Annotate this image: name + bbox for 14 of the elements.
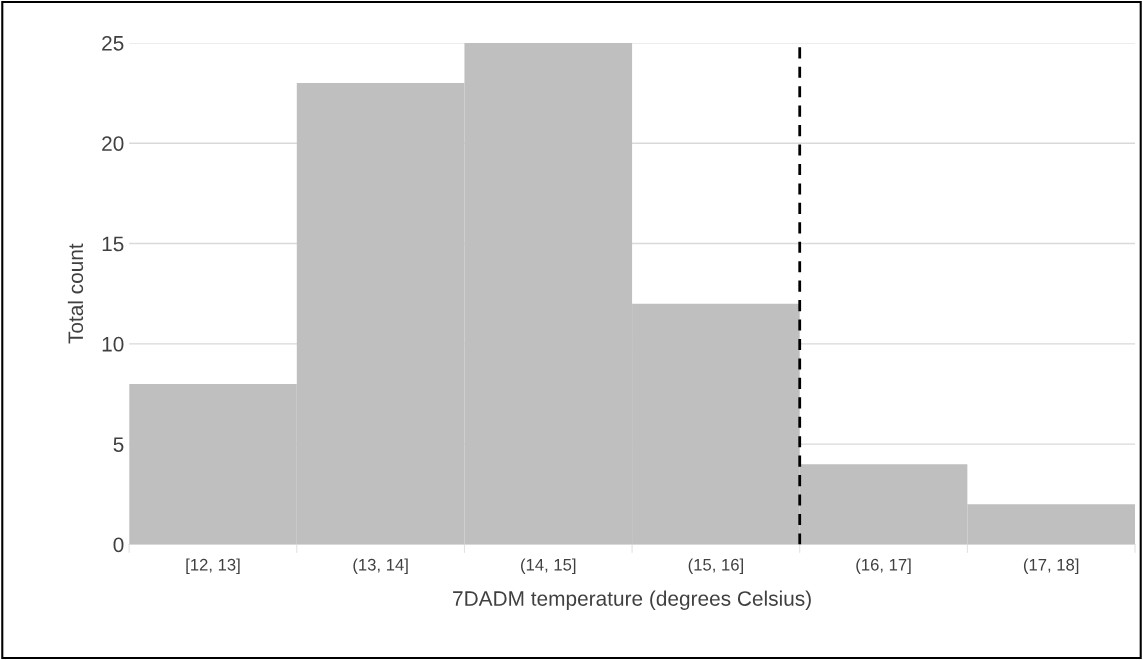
x-tick-label: (17, 18] xyxy=(1023,558,1079,574)
x-tick-label: (16, 17] xyxy=(856,558,911,574)
x-tick-label: (15, 16] xyxy=(688,558,743,574)
x-tick-label: (13, 14] xyxy=(353,558,408,574)
y-tick-label: 15 xyxy=(102,236,124,252)
y-axis-title: Total count xyxy=(67,243,84,344)
x-axis-title: 7DADM temperature (degrees Celsius) xyxy=(453,590,811,611)
x-tick-label: (14, 15] xyxy=(521,558,576,574)
y-tick-label: 10 xyxy=(102,336,124,352)
y-tick-label: 20 xyxy=(102,136,124,151)
y-tick-label: 0 xyxy=(113,537,124,553)
y-tick-label: 5 xyxy=(113,437,124,452)
x-tick-label: [12, 13] xyxy=(186,558,240,574)
y-tick-label: 25 xyxy=(102,35,124,51)
